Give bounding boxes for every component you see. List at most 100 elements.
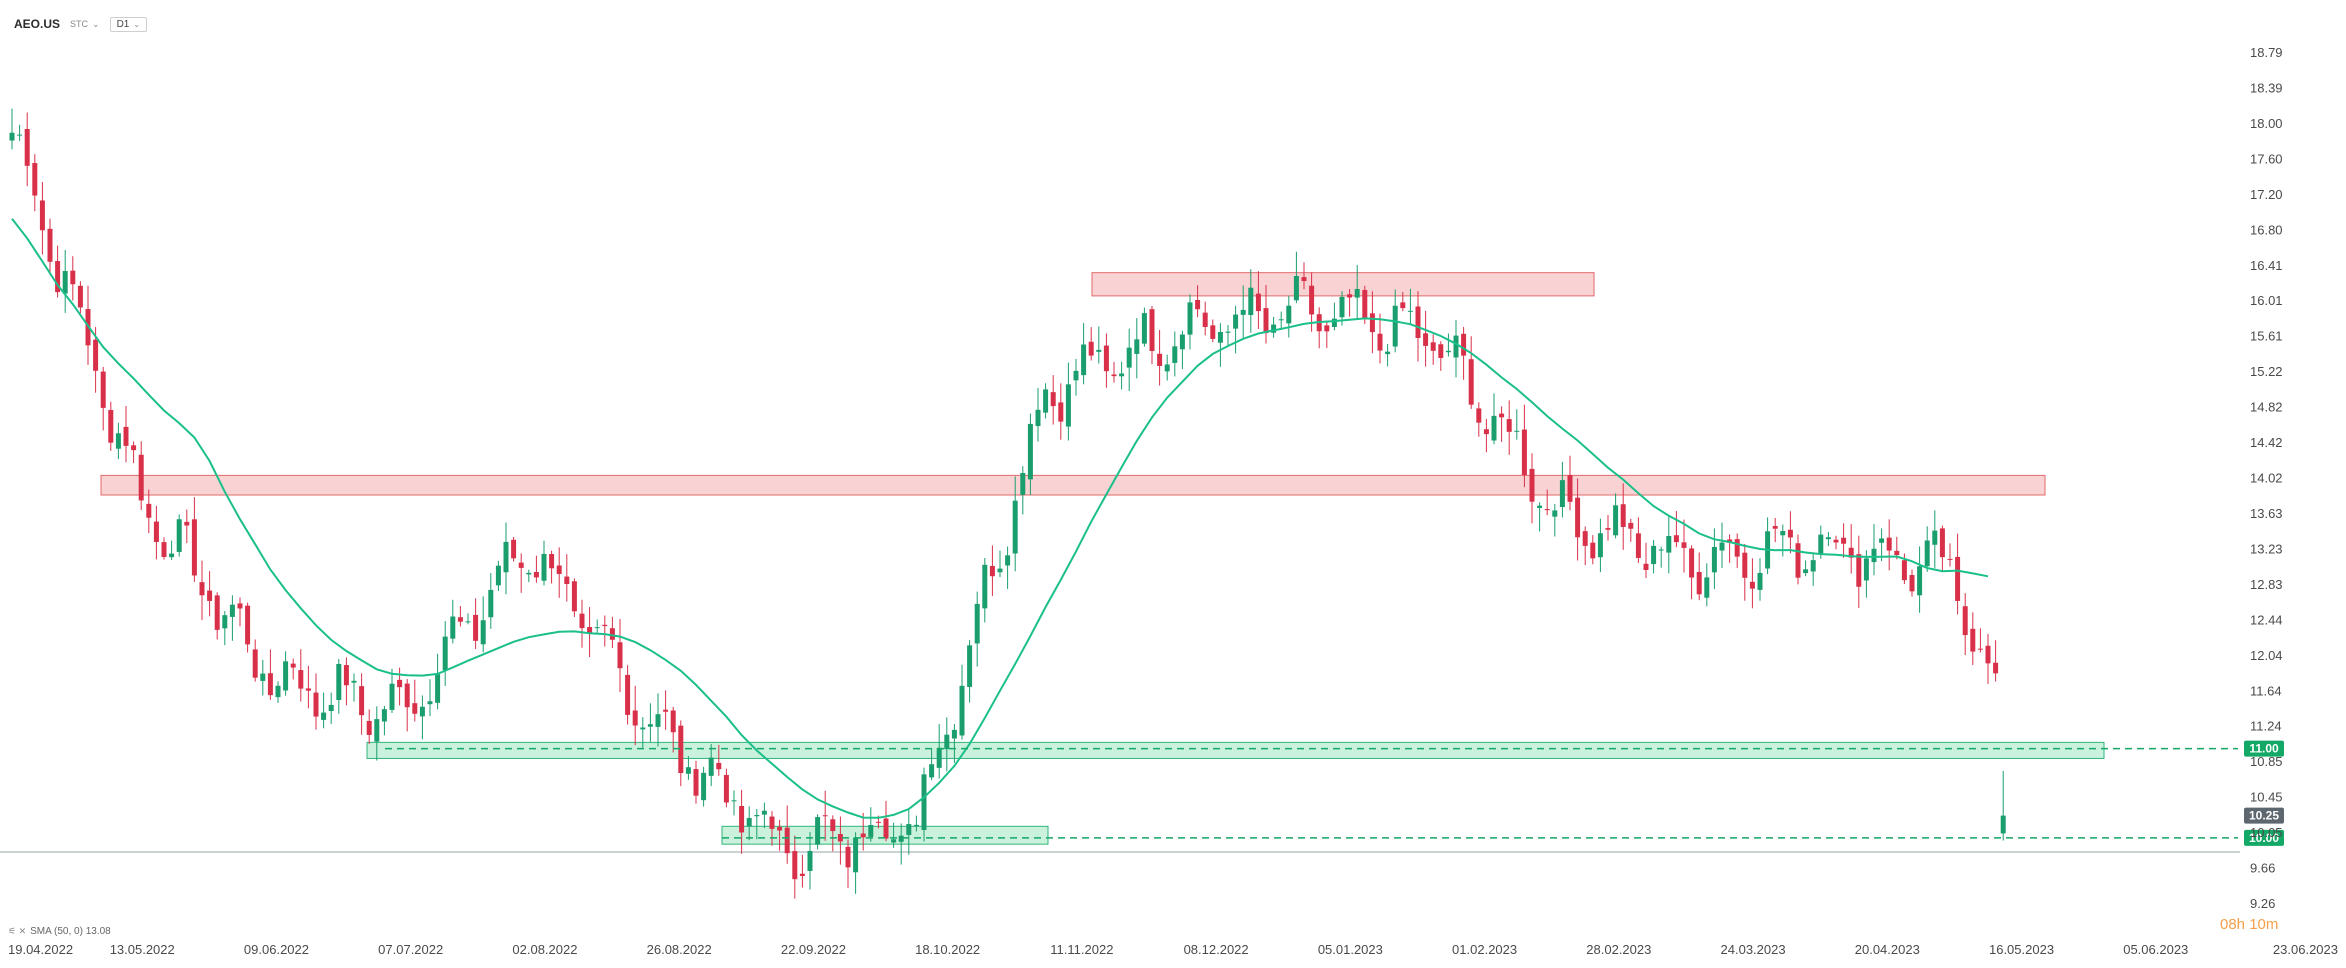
candle xyxy=(1468,336,1474,409)
candle xyxy=(1483,418,1489,453)
candle xyxy=(784,805,790,864)
candle xyxy=(17,124,23,141)
candle xyxy=(974,591,980,667)
countdown-hours: 08h xyxy=(2220,916,2246,933)
candle xyxy=(746,806,752,841)
candle xyxy=(1316,307,1322,349)
candle-body xyxy=(997,568,1003,573)
support-zone[interactable] xyxy=(366,741,2105,759)
candle-body xyxy=(1088,341,1094,356)
candle xyxy=(708,744,714,787)
candle-body xyxy=(1863,558,1869,581)
candle xyxy=(389,668,395,713)
candle xyxy=(1233,305,1239,354)
x-tick-label: 05.01.2023 xyxy=(1318,942,1383,957)
y-tick-label: 9.26 xyxy=(2250,896,2275,911)
candle-body xyxy=(701,772,707,801)
candle xyxy=(465,613,471,625)
candle-body xyxy=(1985,645,1991,664)
symbol-label[interactable]: AEO.US xyxy=(14,17,61,31)
candle-body xyxy=(1293,275,1299,301)
candle xyxy=(1704,563,1710,607)
candle xyxy=(1195,285,1201,318)
candle-body xyxy=(267,673,273,696)
candle-body xyxy=(1369,313,1375,333)
candle-body xyxy=(913,824,919,827)
candle xyxy=(609,616,615,649)
resistance-zone[interactable] xyxy=(100,474,2046,496)
candle-body xyxy=(1210,325,1216,339)
candle-body xyxy=(1195,300,1201,310)
candle xyxy=(1590,535,1596,565)
candle xyxy=(1309,272,1315,332)
candle-body xyxy=(1438,344,1444,358)
candle xyxy=(1757,558,1763,601)
x-tick-label: 05.06.2023 xyxy=(2123,942,2188,957)
candle xyxy=(457,606,463,627)
candle xyxy=(404,679,410,732)
candle-body xyxy=(1681,542,1687,548)
indicator-settings-icon[interactable]: ⚟ ✕ xyxy=(8,926,27,936)
candle xyxy=(511,536,517,562)
candle-body xyxy=(617,642,623,669)
candle-body xyxy=(351,680,357,683)
candle xyxy=(1050,375,1056,425)
candle xyxy=(450,599,456,644)
y-tick-label: 17.60 xyxy=(2250,151,2283,166)
candle-body xyxy=(412,703,418,714)
candle-body xyxy=(731,800,737,802)
candle xyxy=(1065,362,1071,441)
candle-body xyxy=(632,710,638,726)
candle xyxy=(1575,478,1581,561)
candle-body xyxy=(1499,413,1505,418)
resistance-zone[interactable] xyxy=(1091,272,1595,297)
candle xyxy=(989,545,995,596)
candle xyxy=(260,659,266,696)
candle xyxy=(632,685,638,746)
candle-body xyxy=(1605,528,1611,530)
candle xyxy=(1993,640,1999,682)
candle xyxy=(1058,383,1064,440)
candle-body xyxy=(655,714,661,727)
candle xyxy=(716,744,722,776)
candle-body xyxy=(898,835,904,842)
candle-body xyxy=(1993,662,1999,674)
candle-body xyxy=(1362,289,1368,319)
candle-body xyxy=(1430,342,1436,351)
candle xyxy=(1111,361,1117,383)
y-tick-label: 10.85 xyxy=(2250,754,2283,769)
candle-body xyxy=(1217,331,1223,343)
candle-body xyxy=(184,521,190,526)
candle-body xyxy=(549,554,555,569)
candle-body xyxy=(1552,510,1558,517)
candle xyxy=(754,809,760,840)
candle-body xyxy=(769,816,775,829)
candle xyxy=(853,832,859,894)
candle xyxy=(1043,383,1049,419)
x-tick-label: 16.05.2023 xyxy=(1989,942,2054,957)
candle-body xyxy=(283,661,289,691)
zones-layer xyxy=(100,272,2105,845)
candle-body xyxy=(260,673,266,681)
candle-body xyxy=(1096,349,1102,352)
candle-body xyxy=(24,128,30,166)
candle-body xyxy=(1309,285,1315,315)
timeframe-select[interactable]: D1 ⌄ xyxy=(109,16,148,32)
y-tick-label: 15.61 xyxy=(2250,329,2283,344)
candle xyxy=(640,717,646,748)
candle xyxy=(1613,493,1619,539)
chevron-down-icon[interactable]: ⌄ xyxy=(92,18,100,29)
candle xyxy=(123,406,129,463)
candle-body xyxy=(374,719,380,742)
instrument-type-label: STC xyxy=(70,19,89,29)
candle xyxy=(1544,489,1550,516)
candle-body xyxy=(1073,370,1079,381)
y-tick-label: 18.00 xyxy=(2250,116,2283,131)
candle-body xyxy=(1597,533,1603,558)
candle xyxy=(1795,534,1801,585)
candle xyxy=(1202,301,1208,336)
candle xyxy=(305,665,311,709)
candle xyxy=(1005,546,1011,589)
candle xyxy=(1970,612,1976,665)
